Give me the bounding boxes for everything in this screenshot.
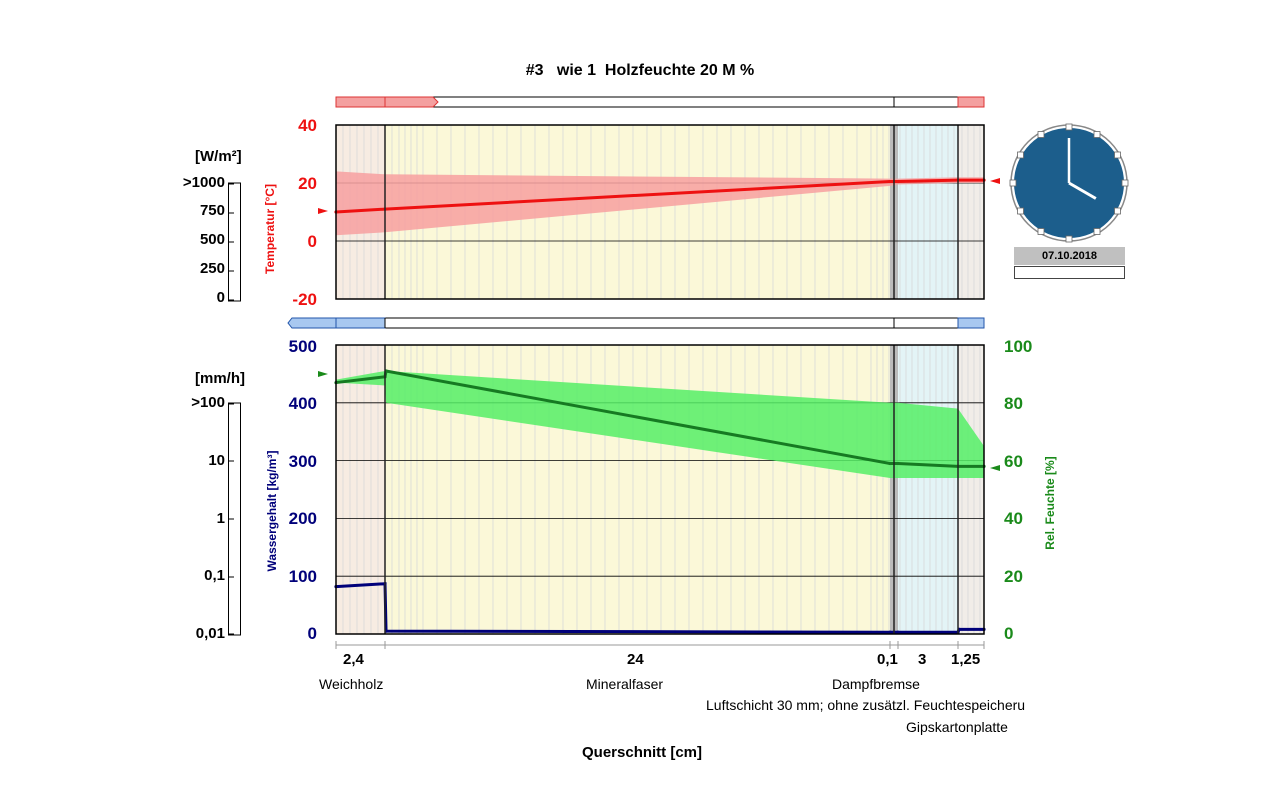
humidity-layer-bar [335,317,985,329]
temperature-line-point [888,179,892,184]
temperature-exterior-marker [318,208,328,214]
humidity-plot-background-air-layer [898,345,958,634]
flux-tick-3: 250 [199,260,225,277]
wc-tick-300: 300 [288,452,317,471]
clock-hour-hand [1068,181,1097,200]
simulation-date: 07.10.2018 [1014,247,1125,265]
flux-scale: [W/m²] >1000 750 500 250 0 [180,148,242,308]
clock-hour-marker [1093,228,1101,235]
temperature-layer-bar-right-segment [957,96,985,108]
rain-tick-1: 10 [208,452,225,469]
layer-name-gipskarton: Gipskartonplatte [906,719,1008,735]
clock-hour-marker [1065,235,1073,243]
rain-unit: [mm/h] [195,370,245,387]
flux-tick-1: 750 [199,202,225,219]
temperature-bar-arrow-left [384,96,439,108]
clock-hour-marker [1114,207,1121,215]
rh-tick-0: 0 [1004,624,1014,643]
rain-tick-4: 0,01 [195,625,225,642]
temp-tick-20: 20 [298,174,317,193]
temp-tick-m20: -20 [292,290,317,309]
wc-tick-500: 500 [288,337,317,356]
wc-tick-100: 100 [288,567,317,586]
date-progress-bar [1014,266,1125,279]
humidity-layer-bar-right-segment [957,317,985,329]
humidity-exterior-marker [318,371,328,377]
humidity-line-point [896,461,900,466]
clock-hour-marker [1065,123,1073,131]
wc-tick-400: 400 [288,394,317,413]
layer-name-mineralfaser: Mineralfaser [586,676,664,692]
humidity-plot-frame [335,344,985,635]
flux-tick-2: 500 [199,231,225,248]
layer-thickness-weichholz: 2,4 [343,651,364,668]
wc-tick-200: 200 [288,509,317,528]
clock-hour-marker [1093,131,1101,138]
clock-hour-marker [1037,228,1045,235]
humidity-bar-arrow-left [287,317,337,329]
clock-hour-marker [1017,151,1024,159]
clock-hour-marker [1121,179,1129,187]
rh-tick-80: 80 [1004,394,1023,413]
humidity-layer-bar-left-segment [335,317,386,329]
clock-hour-marker [1017,207,1024,215]
layer-name-weichholz: Weichholz [319,676,384,692]
rh-tick-100: 100 [1004,337,1033,356]
temperature-interior-marker [990,178,1000,184]
rain-bar [228,402,241,636]
layer-thickness-mineralfaser: 24 [627,651,644,668]
layer-thickness-luftschicht: 3 [918,651,927,668]
layer-name-luftschicht: Luftschicht 30 mm; ohne zusätzl. Feuchte… [706,697,1026,713]
layer-name-dampfbremse: Dampfbremse [832,676,920,692]
humidity-layer-bar-frame [335,317,985,329]
layer-thickness-gipskarton: 1,25 [951,651,981,668]
humidity-line-point [888,461,892,466]
x-axis-label: Querschnitt [cm] [582,744,703,761]
temp-tick-40: 40 [298,116,317,135]
simulation-clock [1009,123,1129,243]
rh-tick-20: 20 [1004,567,1023,586]
temperature-plot-frame [335,124,985,300]
rh-tick-60: 60 [1004,452,1023,471]
clock-hour-marker [1114,151,1121,159]
chart-title: #3 wie 1 Holzfeuchte 20 M % [525,62,755,79]
water-content-line-point [888,630,892,634]
flux-tick-4: 0 [216,289,225,306]
clock-hour-marker [1037,131,1045,138]
rain-scale: [mm/h] >100 10 1 0,1 0,01 [180,370,245,642]
temperature-range-band [336,171,984,236]
temperature-plot-background-air-layer [898,125,958,299]
temp-tick-0: 0 [307,232,317,251]
clock-hour-marker [1009,179,1017,187]
water-content-line-point [896,630,900,634]
temperature-layer-bar-left-segment [335,96,386,108]
humidity-interior-marker [990,465,1000,471]
rain-tick-3: 0,1 [204,567,225,584]
wc-tick-0: 0 [307,624,317,643]
rain-tick-2: 1 [216,510,225,527]
temperature-line-point [896,179,900,184]
flux-tick-0: >1000 [182,174,225,191]
layer-thickness-dampfbremse: 0,1 [877,651,898,668]
flux-bar [228,182,241,302]
rain-tick-0: >100 [191,394,225,411]
flux-unit: [W/m²] [195,148,242,165]
rh-tick-40: 40 [1004,509,1023,528]
